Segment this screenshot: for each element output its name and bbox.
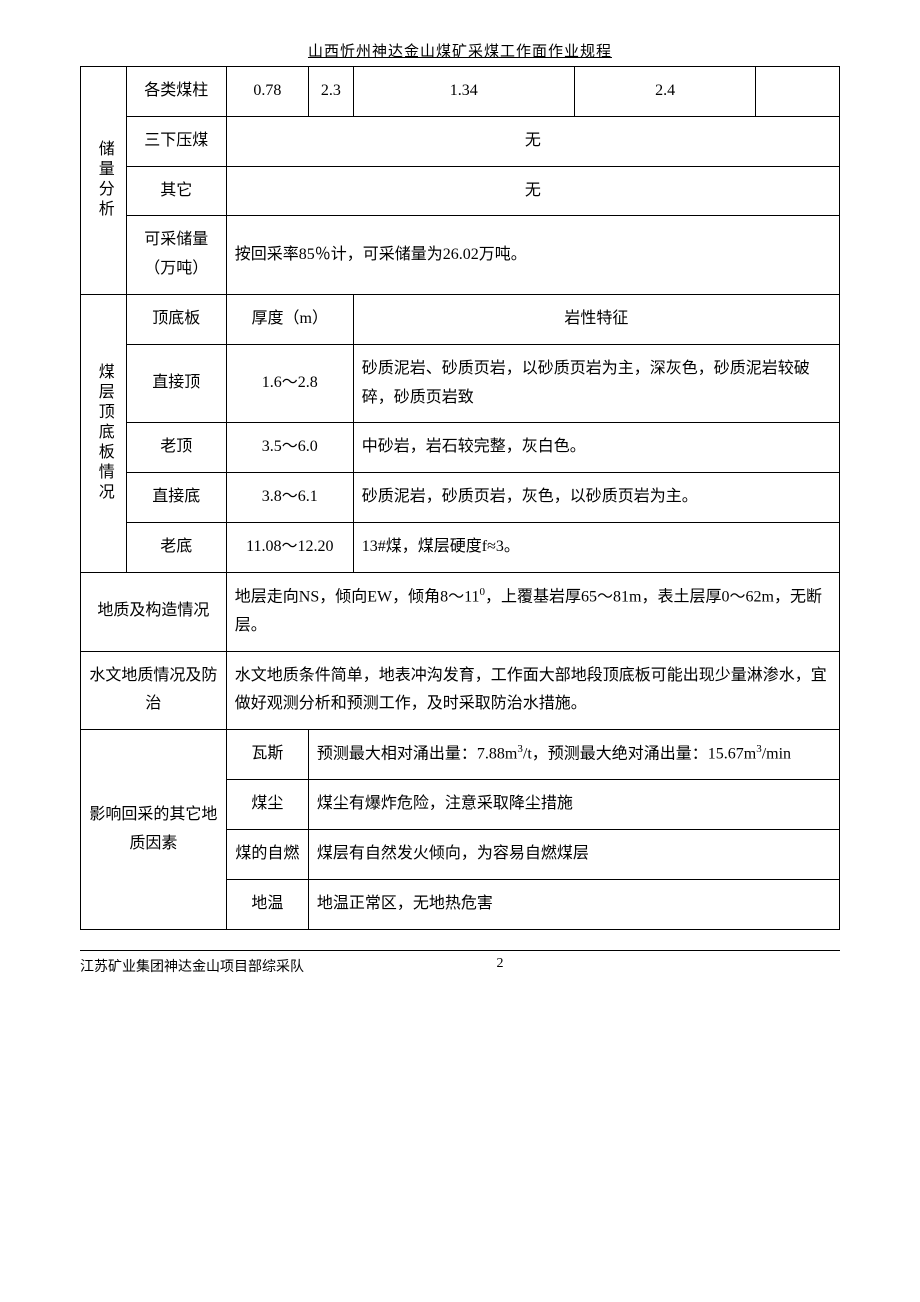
gas-p2: /t，预测最大绝对涌出量：15.67m — [523, 746, 756, 763]
coal-pillar-v4: 2.4 — [574, 67, 756, 117]
other-factors-group-label: 影响回采的其它地质因素 — [81, 730, 227, 930]
dust-label: 煤尘 — [226, 780, 308, 830]
other-value: 无 — [226, 166, 839, 216]
old-roof-lithology: 中砂岩，岩石较完整，灰白色。 — [353, 423, 839, 473]
roof-floor-col2: 厚度（m） — [226, 294, 353, 344]
main-data-table: 储量分析 各类煤柱 0.78 2.3 1.34 2.4 三下压煤 无 其它 无 … — [80, 66, 840, 930]
old-floor-thickness: 11.08～12.20 — [226, 522, 353, 572]
coal-pillar-v1: 0.78 — [226, 67, 308, 117]
coal-pillar-v3: 1.34 — [353, 67, 574, 117]
direct-roof-lithology: 砂质泥岩、砂质页岩，以砂质页岩为主，深灰色，砂质泥岩较破碎，砂质页岩致 — [353, 344, 839, 423]
geology-value: 地层走向NS，倾向EW，倾角8～110，上覆基岩厚65～81m，表土层厚0～62… — [226, 572, 839, 651]
gas-p1: 预测最大相对涌出量：7.88m — [317, 746, 517, 763]
temperature-value: 地温正常区，无地热危害 — [308, 880, 839, 930]
geology-label: 地质及构造情况 — [81, 572, 227, 651]
old-floor-row: 老底 11.08～12.20 13#煤，煤层硬度f≈3。 — [81, 522, 840, 572]
gas-p3: /min — [762, 746, 791, 763]
page-footer: 江苏矿业集团神达金山项目部综采队 2 — [80, 950, 840, 976]
old-floor-lithology: 13#煤，煤层硬度f≈3。 — [353, 522, 839, 572]
roof-floor-col1: 顶底板 — [126, 294, 226, 344]
gas-value: 预测最大相对涌出量：7.88m3/t，预测最大绝对涌出量：15.67m3/min — [308, 730, 839, 780]
direct-roof-label: 直接顶 — [126, 344, 226, 423]
under-three-row: 三下压煤 无 — [81, 116, 840, 166]
geology-row: 地质及构造情况 地层走向NS，倾向EW，倾角8～110，上覆基岩厚65～81m，… — [81, 572, 840, 651]
old-roof-thickness: 3.5～6.0 — [226, 423, 353, 473]
spontaneous-value: 煤层有自然发火倾向，为容易自燃煤层 — [308, 830, 839, 880]
old-floor-label: 老底 — [126, 522, 226, 572]
roof-floor-col3: 岩性特征 — [353, 294, 839, 344]
coal-pillar-row: 储量分析 各类煤柱 0.78 2.3 1.34 2.4 — [81, 67, 840, 117]
under-three-label: 三下压煤 — [126, 116, 226, 166]
temperature-label: 地温 — [226, 880, 308, 930]
recoverable-row: 可采储量（万吨） 按回采率85％计，可采储量为26.02万吨。 — [81, 216, 840, 295]
coal-pillar-v5 — [756, 67, 840, 117]
geology-prefix: 地层走向NS，倾向EW，倾角8～11 — [235, 588, 480, 605]
gas-row: 影响回采的其它地质因素 瓦斯 预测最大相对涌出量：7.88m3/t，预测最大绝对… — [81, 730, 840, 780]
coal-pillar-label: 各类煤柱 — [126, 67, 226, 117]
footer-page-number: 2 — [497, 956, 504, 976]
gas-label: 瓦斯 — [226, 730, 308, 780]
old-roof-label: 老顶 — [126, 423, 226, 473]
hydrology-label: 水文地质情况及防治 — [81, 651, 227, 730]
coal-pillar-v2: 2.3 — [308, 67, 353, 117]
direct-floor-thickness: 3.8～6.1 — [226, 473, 353, 523]
dust-value: 煤尘有爆炸危险，注意采取降尘措施 — [308, 780, 839, 830]
document-header-title: 山西忻州神达金山煤矿采煤工作面作业规程 — [80, 40, 840, 61]
direct-roof-row: 直接顶 1.6～2.8 砂质泥岩、砂质页岩，以砂质页岩为主，深灰色，砂质泥岩较破… — [81, 344, 840, 423]
spontaneous-label: 煤的自燃 — [226, 830, 308, 880]
roof-floor-group-label: 煤层顶底板情况 — [81, 294, 127, 572]
recoverable-value: 按回采率85％计，可采储量为26.02万吨。 — [226, 216, 839, 295]
direct-floor-lithology: 砂质泥岩，砂质页岩，灰色，以砂质页岩为主。 — [353, 473, 839, 523]
old-roof-row: 老顶 3.5～6.0 中砂岩，岩石较完整，灰白色。 — [81, 423, 840, 473]
recoverable-label: 可采储量（万吨） — [126, 216, 226, 295]
other-label: 其它 — [126, 166, 226, 216]
direct-floor-label: 直接底 — [126, 473, 226, 523]
direct-floor-row: 直接底 3.8～6.1 砂质泥岩，砂质页岩，灰色，以砂质页岩为主。 — [81, 473, 840, 523]
hydrology-value: 水文地质条件简单，地表冲沟发育，工作面大部地段顶底板可能出现少量淋渗水，宜做好观… — [226, 651, 839, 730]
storage-group-label: 储量分析 — [81, 67, 127, 295]
roof-floor-header-row: 煤层顶底板情况 顶底板 厚度（m） 岩性特征 — [81, 294, 840, 344]
under-three-value: 无 — [226, 116, 839, 166]
footer-org: 江苏矿业集团神达金山项目部综采队 — [80, 956, 417, 976]
hydrology-row: 水文地质情况及防治 水文地质条件简单，地表冲沟发育，工作面大部地段顶底板可能出现… — [81, 651, 840, 730]
direct-roof-thickness: 1.6～2.8 — [226, 344, 353, 423]
other-row: 其它 无 — [81, 166, 840, 216]
